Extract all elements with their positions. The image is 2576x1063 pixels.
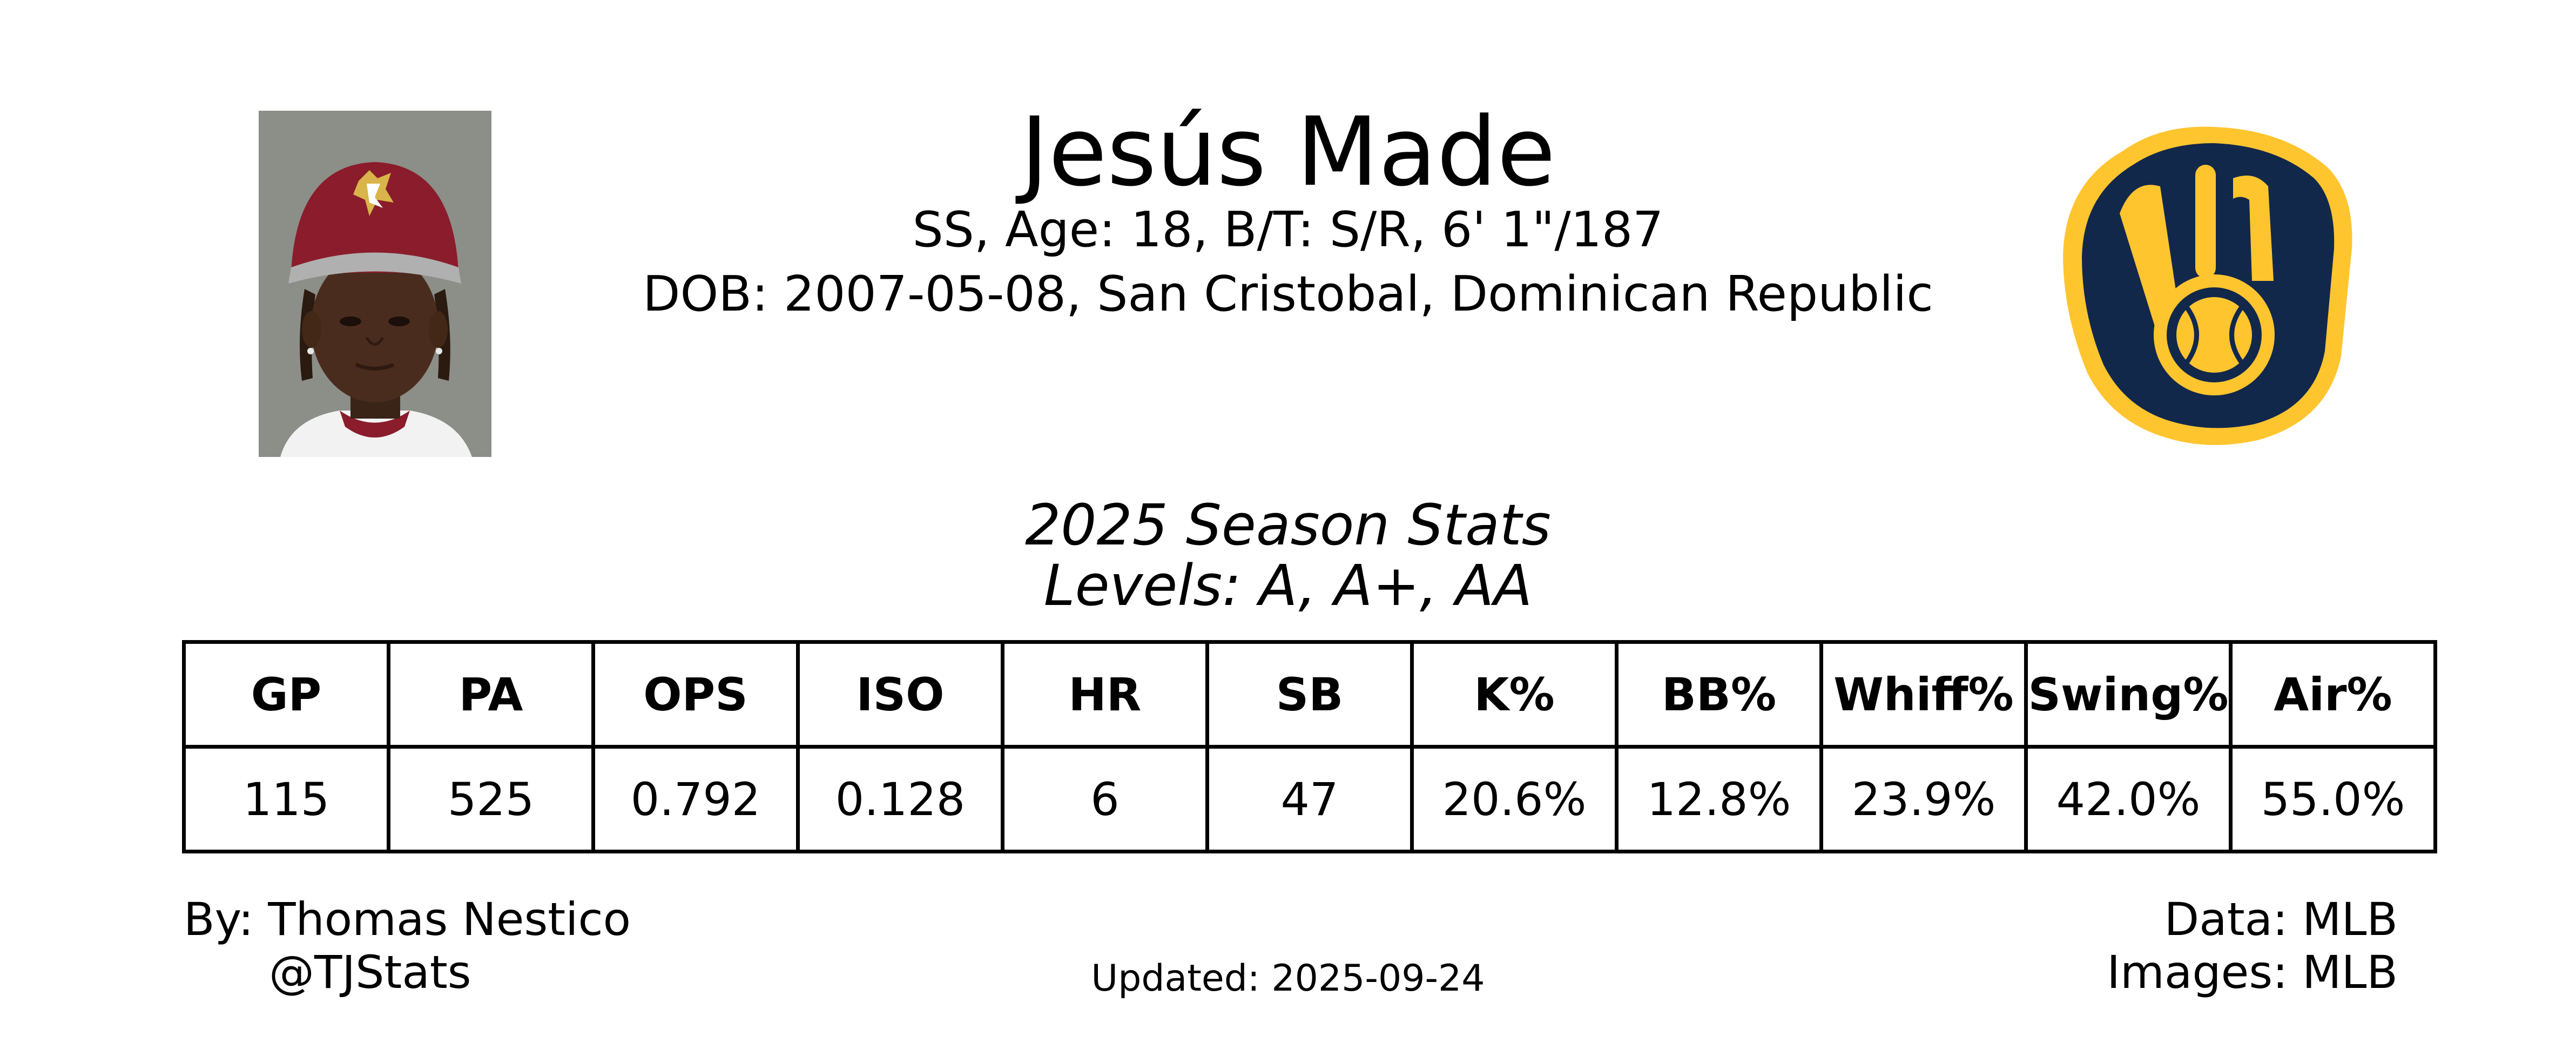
updated-date: Updated: 2025-09-24 <box>1091 957 1485 1000</box>
header-iso: ISO <box>796 640 1004 749</box>
header-k-pct: K% <box>1410 640 1619 749</box>
player-bio-line: SS, Age: 18, B/T: S/R, 6' 1"/187 <box>912 201 1664 258</box>
value-air-pct: 55.0% <box>2229 745 2437 853</box>
season-levels: Levels: A, A+, AA <box>1043 553 1533 618</box>
header-sb: SB <box>1205 640 1414 749</box>
player-photo <box>259 111 491 457</box>
value-bb-pct: 12.8% <box>1615 745 1823 853</box>
value-iso: 0.128 <box>796 745 1004 853</box>
brewers-logo-icon <box>2063 126 2352 445</box>
value-gp: 115 <box>182 745 390 853</box>
author-credit: By: Thomas Nestico <box>184 893 631 946</box>
player-birth-line: DOB: 2007-05-08, San Cristobal, Dominica… <box>643 266 1933 322</box>
data-source: Data: MLB <box>2164 893 2398 946</box>
author-handle: @TJStats <box>269 946 471 999</box>
header-pa: PA <box>387 640 595 749</box>
header-gp: GP <box>182 640 390 749</box>
header-whiff-pct: Whiff% <box>1819 640 2028 749</box>
season-title: 2025 Season Stats <box>1025 492 1551 558</box>
value-pa: 525 <box>387 745 595 853</box>
header-ops: OPS <box>591 640 800 749</box>
value-hr: 6 <box>1001 745 1209 853</box>
player-headshot-icon <box>259 111 491 457</box>
stats-table: GP PA OPS ISO HR SB K% BB% Whiff% Swing%… <box>182 640 2437 853</box>
header-bb-pct: BB% <box>1615 640 1823 749</box>
header-hr: HR <box>1001 640 1209 749</box>
team-logo <box>2052 119 2360 448</box>
value-whiff-pct: 23.9% <box>1819 745 2028 853</box>
value-sb: 47 <box>1205 745 1414 853</box>
value-swing-pct: 42.0% <box>2024 745 2233 853</box>
stats-value-row: 115 525 0.792 0.128 6 47 20.6% 12.8% 23.… <box>182 745 2437 853</box>
images-source: Images: MLB <box>2107 946 2398 999</box>
header-swing-pct: Swing% <box>2024 640 2233 749</box>
value-ops: 0.792 <box>591 745 800 853</box>
player-name: Jesús Made <box>1020 97 1556 207</box>
value-k-pct: 20.6% <box>1410 745 1619 853</box>
stats-header-row: GP PA OPS ISO HR SB K% BB% Whiff% Swing%… <box>182 640 2437 749</box>
header-air-pct: Air% <box>2229 640 2437 749</box>
